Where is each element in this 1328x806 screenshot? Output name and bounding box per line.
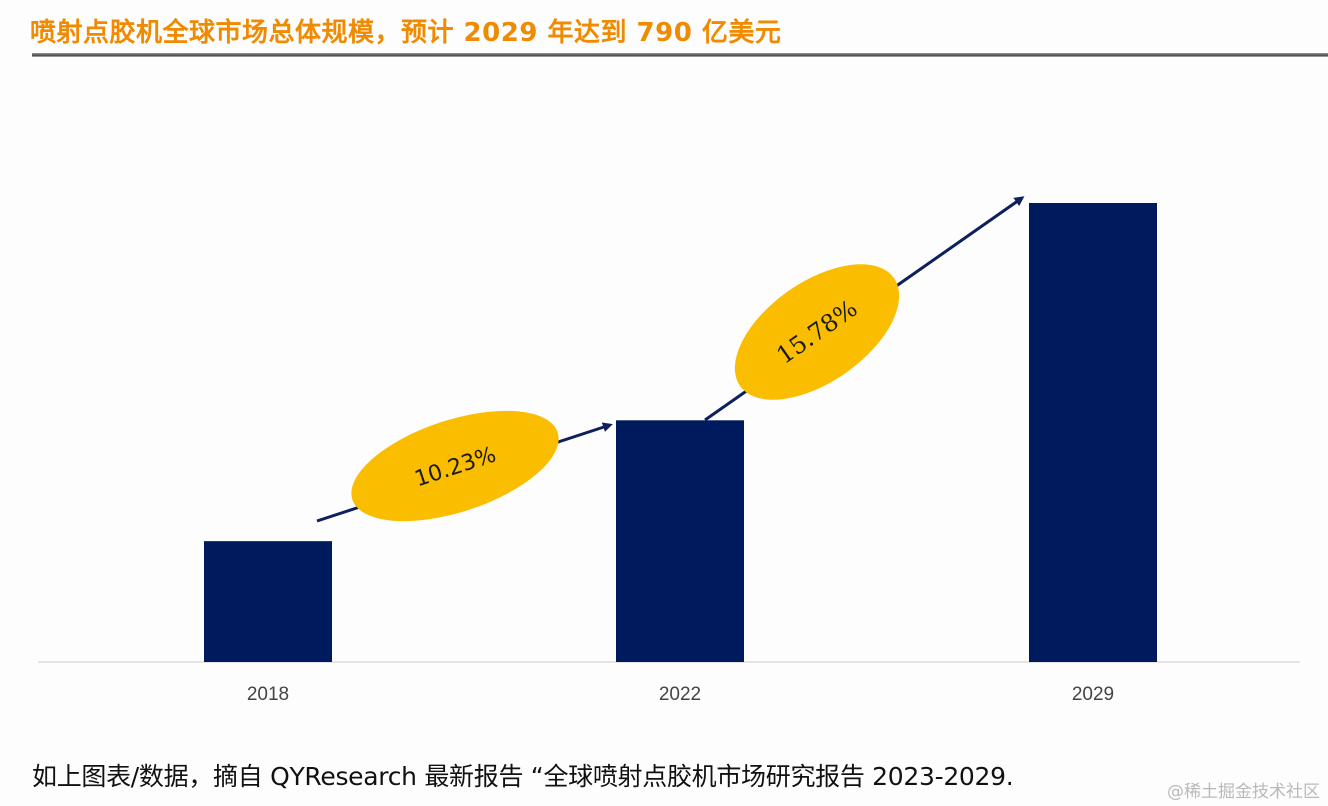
bar-2018 xyxy=(204,541,332,662)
x-tick-label-2022: 2022 xyxy=(659,684,701,705)
cagr-badge-2022-2029 xyxy=(734,264,900,400)
x-tick-label-2018: 2018 xyxy=(247,684,289,705)
title-divider xyxy=(32,53,1328,57)
bar-2022 xyxy=(616,420,744,662)
bar-2029 xyxy=(1029,203,1157,662)
cagr-badge-2018-2022 xyxy=(351,410,559,522)
x-tick-label-2029: 2029 xyxy=(1072,684,1114,705)
watermark: @稀土掘金技术社区 xyxy=(1167,782,1320,802)
chart-title: 喷射点胶机全球市场总体规模，预计 2029 年达到 790 亿美元 xyxy=(30,18,782,48)
source-caption: 如上图表/数据，摘自 QYResearch 最新报告 “全球喷射点胶机市场研究报… xyxy=(32,762,1014,791)
bar-chart: 2018 2022 2029 10.23%15.78% xyxy=(38,196,1300,705)
